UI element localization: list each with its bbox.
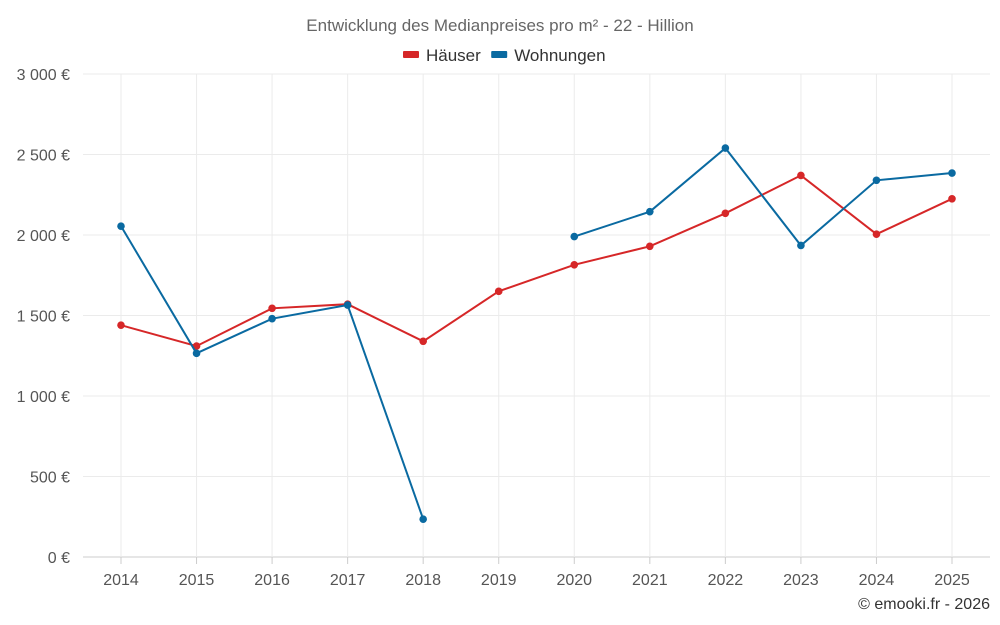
x-axis: 2014 2015 2016 2017 2018 2019 2020 2021 2022 2023… — [103, 557, 970, 589]
x-tick-label: 2021 — [632, 572, 668, 589]
x-tick-label: 2018 — [405, 572, 441, 589]
data-point-wohnungen[interactable] — [872, 176, 881, 185]
data-point-wohnungen[interactable] — [419, 515, 427, 523]
data-point-h-user[interactable] — [268, 304, 276, 313]
data-point-h-user[interactable] — [948, 194, 956, 203]
y-tick-label: 2 000 € — [17, 228, 70, 245]
y-tick-label: 1 500 € — [17, 309, 70, 326]
data-point-wohnungen[interactable] — [192, 349, 201, 358]
data-point-h-user[interactable] — [872, 230, 881, 238]
series-line-wohnungen — [573, 146, 953, 247]
data-point-wohnungen[interactable] — [797, 241, 805, 250]
x-tick-label: 2019 — [481, 572, 517, 589]
x-tick-label: 2017 — [330, 572, 366, 589]
grid-lines — [83, 73, 990, 558]
y-tick-label: 3 000 € — [17, 67, 70, 84]
data-point-h-user[interactable] — [192, 342, 201, 350]
x-tick-label: 2024 — [859, 572, 895, 589]
data-point-h-user[interactable] — [419, 337, 427, 346]
x-tick-label: 2016 — [254, 572, 290, 589]
y-tick-label: 2 500 € — [17, 148, 70, 165]
data-point-wohnungen[interactable] — [570, 232, 579, 241]
data-point-wohnungen[interactable] — [948, 169, 956, 177]
legend-label-wohnungen[interactable]: Wohnungen — [514, 46, 605, 65]
y-tick-label: 500 € — [30, 470, 70, 487]
credit-text: © emooki.fr - 2026 — [858, 596, 990, 613]
x-tick-label: 2023 — [783, 572, 819, 589]
plot-area — [117, 144, 956, 523]
data-point-h-user[interactable] — [494, 287, 503, 296]
series-line-h-user — [120, 174, 953, 348]
data-point-wohnungen[interactable] — [646, 207, 654, 216]
legend-swatch-h-user[interactable] — [403, 51, 419, 58]
legend-swatch-wohnungen[interactable] — [491, 51, 508, 58]
chart-title: Entwicklung des Medianpreises pro m² - 2… — [306, 16, 693, 35]
x-tick-label: 2014 — [103, 572, 139, 589]
x-tick-label: 2015 — [179, 572, 215, 589]
data-point-wohnungen[interactable] — [117, 222, 125, 230]
x-tick-label: 2022 — [708, 572, 744, 589]
x-tick-label: 2025 — [934, 572, 970, 589]
data-point-h-user[interactable] — [646, 242, 654, 251]
legend-label-h-user[interactable]: Häuser — [426, 46, 481, 65]
data-point-h-user[interactable] — [570, 260, 579, 269]
y-tick-label: 1 000 € — [17, 389, 70, 406]
legend: Häuser Wohnungen — [403, 46, 606, 65]
y-axis: 0 € 500 € 1 000 € 1 500 € 2 000 € 2 500 € 3 00… — [17, 67, 70, 567]
data-point-wohnungen[interactable] — [268, 314, 276, 323]
data-point-wohnungen[interactable] — [721, 144, 730, 152]
data-point-wohnungen[interactable] — [343, 301, 352, 309]
data-point-h-user[interactable] — [721, 209, 730, 218]
x-tick-label: 2020 — [556, 572, 592, 589]
y-tick-label: 0 € — [48, 550, 70, 567]
data-point-h-user[interactable] — [797, 171, 805, 180]
data-point-h-user[interactable] — [117, 321, 125, 329]
